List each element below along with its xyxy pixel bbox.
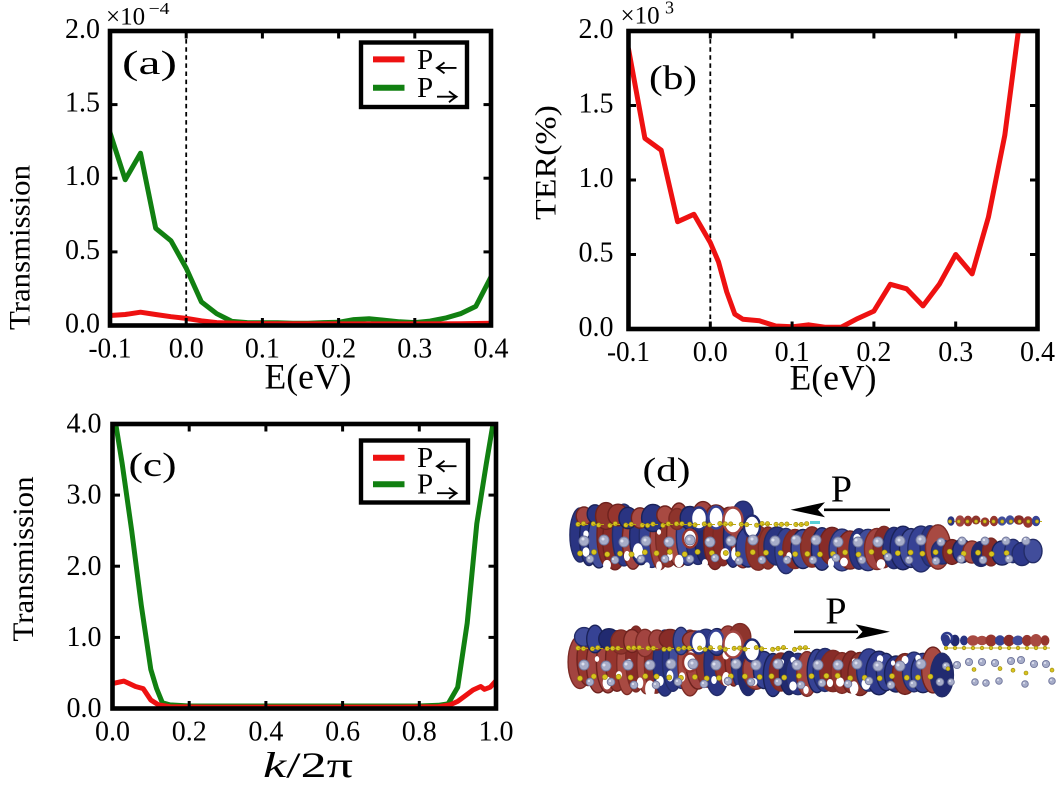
svg-text:0.1: 0.1 (245, 334, 280, 365)
svg-text:1.5: 1.5 (65, 88, 100, 119)
svg-text:×10: ×10 (621, 3, 660, 30)
svg-text:1.0: 1.0 (479, 717, 514, 748)
svg-text:P: P (417, 44, 433, 76)
svg-text:1.5: 1.5 (579, 89, 614, 120)
svg-text:0.2: 0.2 (321, 334, 356, 365)
svg-text:k/2π: k/2π (263, 745, 353, 785)
svg-text:−4: −4 (149, 0, 171, 18)
svg-text:(d): (d) (643, 452, 691, 489)
svg-text:P: P (417, 442, 433, 474)
svg-text:0.3: 0.3 (397, 334, 432, 365)
svg-text:P: P (825, 591, 846, 633)
svg-text:TER(%): TER(%) (530, 105, 563, 220)
svg-text:×10: ×10 (106, 4, 145, 31)
svg-text:(b): (b) (649, 60, 697, 97)
svg-text:(a): (a) (122, 45, 177, 82)
svg-text:0.0: 0.0 (693, 337, 728, 368)
svg-text:2.0: 2.0 (67, 551, 102, 582)
svg-text:0.4: 0.4 (1020, 337, 1055, 368)
svg-text:0.2: 0.2 (856, 337, 891, 368)
svg-text:P: P (831, 469, 852, 511)
svg-text:0.0: 0.0 (67, 693, 102, 724)
svg-text:0.1: 0.1 (775, 337, 810, 368)
svg-text:0.5: 0.5 (579, 238, 614, 269)
svg-text:0.4: 0.4 (248, 717, 283, 748)
svg-text:3.0: 3.0 (67, 480, 102, 511)
svg-text:0.0: 0.0 (169, 334, 204, 365)
svg-text:-0.1: -0.1 (607, 337, 650, 368)
svg-text:(c): (c) (129, 447, 177, 484)
svg-text:2.0: 2.0 (579, 14, 614, 45)
svg-text:0.0: 0.0 (95, 717, 130, 748)
svg-text:P: P (417, 469, 433, 501)
svg-text:E(eV): E(eV) (265, 357, 352, 397)
svg-text:1.0: 1.0 (579, 163, 614, 194)
svg-text:-0.1: -0.1 (89, 334, 132, 365)
svg-text:Transmission: Transmission (4, 165, 37, 330)
svg-text:0.0: 0.0 (65, 309, 100, 340)
svg-text:1.0: 1.0 (65, 161, 100, 192)
svg-text:4.0: 4.0 (67, 409, 102, 440)
svg-text:0.4: 0.4 (474, 334, 509, 365)
svg-text:0.3: 0.3 (938, 337, 973, 368)
svg-text:Transmission: Transmission (7, 477, 40, 642)
svg-text:3: 3 (665, 0, 674, 18)
svg-text:1.0: 1.0 (67, 622, 102, 653)
svg-text:0.5: 0.5 (65, 235, 100, 266)
svg-text:0.8: 0.8 (402, 717, 437, 748)
svg-text:2.0: 2.0 (65, 14, 100, 45)
svg-text:E(eV): E(eV) (790, 358, 877, 398)
svg-text:0.6: 0.6 (325, 717, 360, 748)
svg-text:0.0: 0.0 (579, 312, 614, 343)
svg-text:P: P (417, 72, 433, 104)
svg-text:0.2: 0.2 (172, 717, 207, 748)
